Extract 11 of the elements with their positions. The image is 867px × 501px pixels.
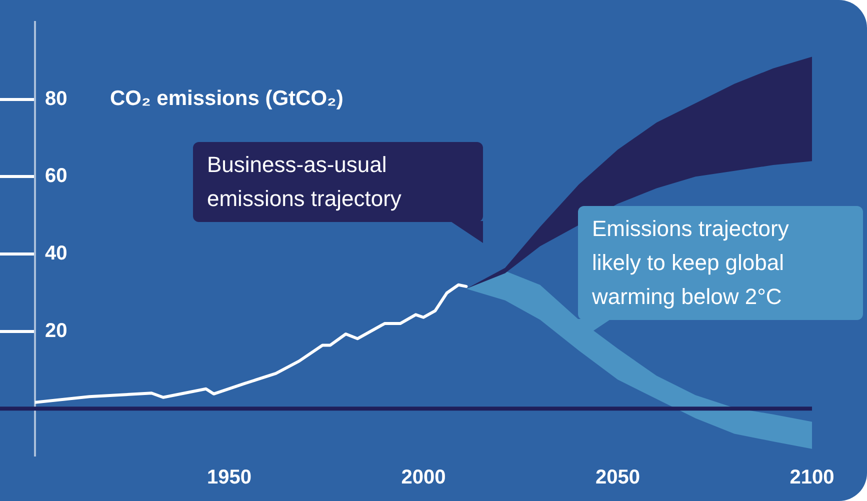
x-tick-label: 2000 — [401, 466, 446, 489]
speech-bubble: Emissions trajectory likely to keep global warming below 2°C — [578, 206, 863, 320]
y-tick-label: 20 — [45, 320, 68, 342]
x-tick-label: 1950 — [207, 466, 252, 489]
y-axis-title: CO₂ emissions (GtCO₂) — [110, 87, 344, 110]
y-tick-label: 80 — [45, 88, 68, 110]
x-tick-label: 2050 — [596, 466, 640, 489]
y-tick-label: 40 — [45, 242, 68, 264]
speech-bubble: Business-as-usual emissions trajectory — [193, 142, 483, 222]
y-tick-label: 60 — [45, 165, 68, 188]
x-tick-label: 2100 — [790, 466, 834, 489]
